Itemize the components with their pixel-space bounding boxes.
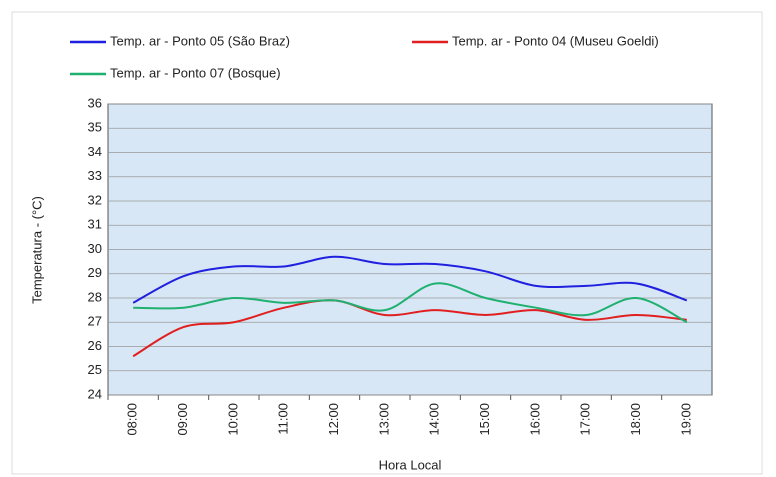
y-tick-label: 29 [88, 265, 102, 280]
x-tick-label: 17:00 [578, 403, 593, 436]
x-tick-label: 11:00 [276, 403, 291, 435]
y-tick-label: 31 [88, 217, 102, 232]
y-tick-label: 30 [88, 241, 102, 256]
line-series [133, 282, 688, 324]
x-tick-label: 09:00 [175, 403, 190, 436]
legend-label: Temp. ar - Ponto 07 (Bosque) [110, 65, 281, 80]
y-tick-label: 26 [88, 338, 102, 353]
y-tick-label: 33 [88, 168, 102, 183]
x-tick-label: 15:00 [477, 403, 492, 436]
y-tick-label: 35 [88, 120, 102, 135]
y-tick-label: 28 [88, 289, 102, 304]
x-tick-label: 10:00 [225, 403, 240, 436]
x-tick-label: 08:00 [125, 403, 140, 436]
x-tick-label: 14:00 [427, 403, 442, 436]
x-axis-label: Hora Local [379, 457, 442, 472]
y-tick-label: 24 [88, 386, 102, 401]
y-tick-label: 34 [88, 144, 102, 159]
y-tick-label: 32 [88, 192, 102, 207]
x-tick-label: 12:00 [326, 403, 341, 436]
y-axis-label: Temperatura - (°C) [29, 196, 44, 304]
y-tick-label: 36 [88, 95, 102, 110]
x-tick-label: 19:00 [678, 403, 693, 436]
line-series [132, 255, 688, 304]
y-tick-label: 27 [88, 314, 102, 329]
legend-label: Temp. ar - Ponto 05 (São Braz) [110, 33, 290, 48]
x-tick-label: 18:00 [628, 403, 643, 436]
y-tick-label: 25 [88, 362, 102, 377]
x-tick-label: 13:00 [376, 403, 391, 436]
x-tick-label: 16:00 [527, 403, 542, 436]
legend-label: Temp. ar - Ponto 04 (Museu Goeldi) [452, 33, 659, 48]
line-series [132, 299, 687, 358]
